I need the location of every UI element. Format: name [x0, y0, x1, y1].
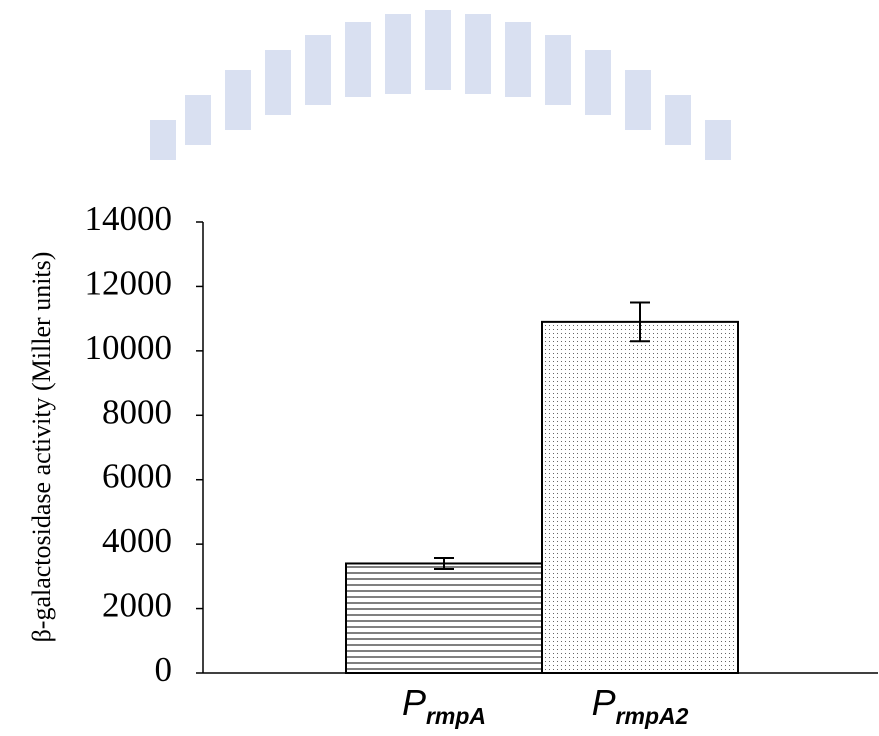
bar	[541, 320, 739, 674]
y-tick-label: 0	[155, 650, 173, 689]
y-tick-label: 10000	[85, 328, 173, 367]
error-bar	[630, 301, 650, 343]
y-tick-label: 8000	[102, 392, 172, 431]
y-tick-label: 4000	[102, 521, 172, 560]
watermark	[150, 10, 731, 160]
y-axis-label: β-galactosidase activity (Miller units)	[27, 252, 56, 643]
error-bar	[434, 556, 454, 570]
y-tick-label: 6000	[102, 457, 172, 496]
bar	[345, 562, 543, 675]
x-tick-label: PrmpA	[402, 682, 486, 729]
y-tick-label: 12000	[85, 263, 173, 302]
x-tick-label: PrmpA2	[592, 682, 689, 729]
y-tick-label: 14000	[85, 199, 173, 238]
y-tick-label: 2000	[102, 586, 172, 625]
